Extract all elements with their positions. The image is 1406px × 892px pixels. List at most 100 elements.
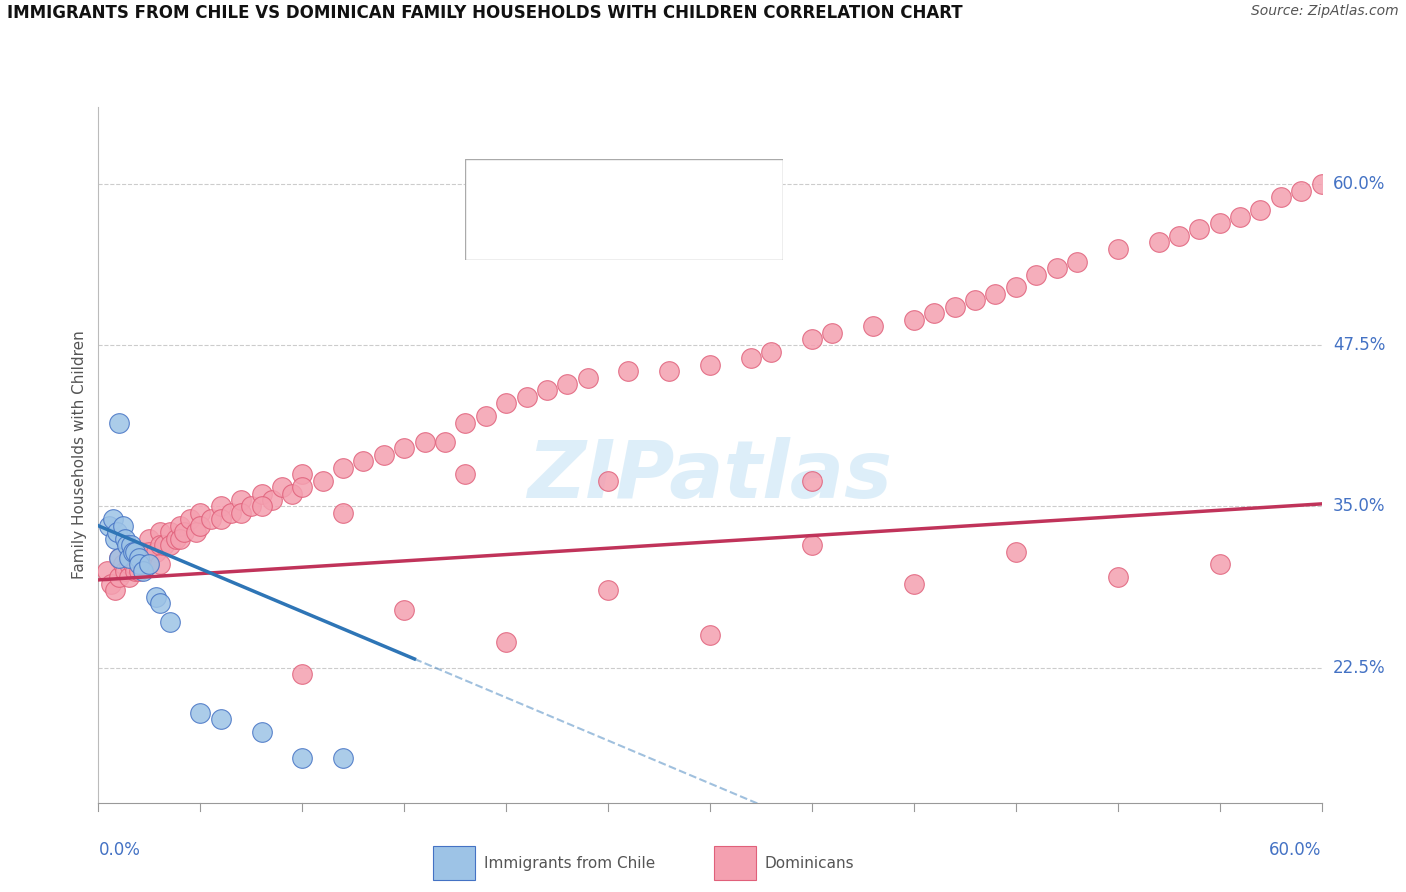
Point [943,300,966,314]
Point [145,544,167,558]
Point [118,544,141,558]
Point [801,332,824,346]
Point [1025,268,1047,282]
Point [250,500,273,514]
Point [903,312,925,326]
Text: 0.0%: 0.0% [98,841,141,859]
Point [1209,216,1232,230]
Point [111,558,134,572]
Point [392,602,416,616]
Point [128,558,150,572]
Point [1291,184,1313,198]
Point [536,384,558,398]
Point [495,634,517,648]
Point [291,667,314,681]
Point [105,525,128,540]
Text: 35.0%: 35.0% [1333,498,1385,516]
Point [165,532,187,546]
Point [114,532,136,546]
Point [128,564,150,578]
Point [96,564,118,578]
Point [454,467,477,482]
Point [984,286,1007,301]
Text: 25: 25 [697,178,721,196]
Point [1209,558,1232,572]
Point [231,493,253,508]
Point [801,538,824,552]
Point [332,750,354,764]
Point [188,518,212,533]
Text: 47.5%: 47.5% [1333,336,1385,354]
Text: -0.291: -0.291 [576,178,636,196]
Point [159,538,181,552]
Point [173,525,195,540]
Point [1045,261,1069,276]
Point [115,538,138,552]
Point [1167,228,1189,243]
Point [454,416,477,430]
Text: 105: 105 [697,225,733,243]
Point [149,596,172,610]
Point [101,512,124,526]
Point [495,396,517,410]
Point [1147,235,1170,250]
Point [516,390,538,404]
Point [138,558,160,572]
Point [128,544,150,558]
Point [740,351,762,366]
Point [169,518,191,533]
FancyBboxPatch shape [433,846,475,880]
Point [617,364,640,378]
Point [1310,178,1333,192]
Point [122,558,145,572]
Point [209,500,232,514]
Point [699,358,721,372]
Text: Dominicans: Dominicans [765,855,855,871]
Point [104,583,127,598]
Point [598,474,620,488]
Point [821,326,844,340]
Point [291,750,314,764]
Point [555,377,579,392]
Point [159,615,181,630]
Point [434,435,457,450]
FancyBboxPatch shape [478,171,523,203]
Point [903,576,925,591]
Point [108,551,131,566]
Point [104,532,127,546]
Point [108,416,131,430]
Text: 0.204: 0.204 [576,225,630,243]
Point [122,544,145,558]
Point [392,442,416,456]
Point [145,590,167,604]
Point [132,544,155,558]
Text: 60.0%: 60.0% [1333,176,1385,194]
Point [159,525,181,540]
Point [114,564,136,578]
Point [209,512,232,526]
Point [179,512,201,526]
Point [118,551,141,566]
Point [332,506,354,520]
Point [209,712,232,726]
Point [132,558,155,572]
Point [128,551,150,566]
Point [291,467,314,482]
Text: 22.5%: 22.5% [1333,658,1385,676]
Point [149,538,172,552]
Point [188,506,212,520]
Point [1107,242,1129,256]
Point [352,454,374,468]
Point [1107,570,1129,584]
Point [598,583,620,598]
Point [120,538,142,552]
Point [188,706,212,720]
Point [97,518,120,533]
Point [118,570,141,584]
Point [120,551,142,566]
Point [373,448,395,462]
Point [1188,222,1211,236]
Point [118,558,141,572]
Point [200,512,222,526]
Point [149,525,172,540]
